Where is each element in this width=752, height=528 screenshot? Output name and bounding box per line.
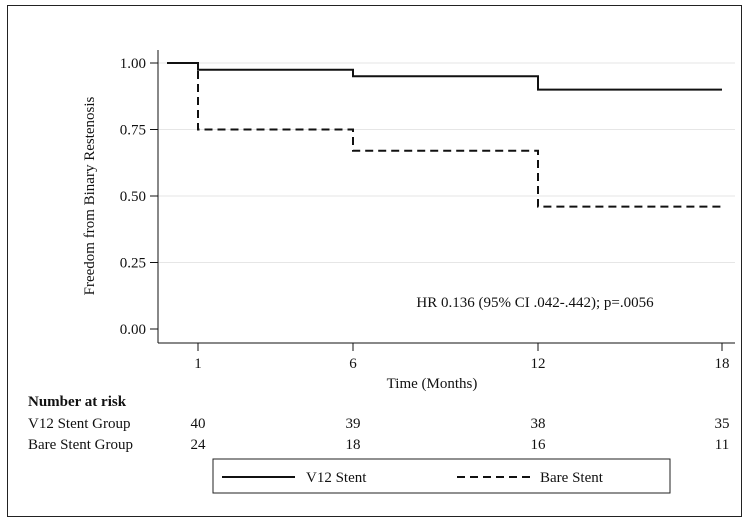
x-tick-label: 6 — [349, 356, 357, 372]
series-line-bare-stent — [167, 62, 722, 208]
x-axis-label: Time (Months) — [387, 376, 478, 392]
y-tick-label: 0.50 — [120, 189, 146, 205]
y-tick-labels: 0.00 0.25 0.50 0.75 1.00 — [120, 56, 146, 338]
risk-value: 18 — [346, 437, 361, 453]
risk-row-label: V12 Stent Group — [28, 416, 131, 432]
survival-curves — [167, 62, 722, 208]
y-tick-label: 0.25 — [120, 256, 146, 272]
risk-value: 11 — [715, 437, 729, 453]
risk-table: Number at risk V12 Stent Group Bare Sten… — [28, 394, 730, 453]
risk-value: 16 — [531, 437, 547, 453]
y-tick-label: 0.75 — [120, 123, 146, 139]
x-tick-label: 1 — [194, 356, 202, 372]
risk-row-label: Bare Stent Group — [28, 437, 133, 453]
y-tick-label: 1.00 — [120, 56, 146, 72]
hazard-ratio-annotation: HR 0.136 (95% CI .042-.442); p=.0056 — [416, 295, 654, 311]
risk-value: 24 — [191, 437, 207, 453]
x-tick-label: 12 — [531, 356, 546, 372]
risk-value: 40 — [191, 416, 206, 432]
risk-value: 38 — [531, 416, 546, 432]
risk-value: 39 — [346, 416, 361, 432]
legend-label-bare: Bare Stent — [540, 470, 604, 486]
y-axis-label: Freedom from Binary Restenosis — [82, 96, 98, 295]
risk-values: 40 39 38 35 24 18 16 11 — [191, 416, 730, 453]
x-tick-label: 18 — [715, 356, 730, 372]
series-line-v12-stent — [167, 62, 722, 91]
risk-table-title: Number at risk — [28, 394, 127, 410]
gridlines — [158, 62, 735, 263]
axes — [150, 50, 735, 351]
legend-label-v12: V12 Stent — [306, 470, 367, 486]
legend: V12 Stent Bare Stent — [212, 458, 671, 494]
y-tick-label: 0.00 — [120, 322, 146, 338]
risk-value: 35 — [715, 416, 730, 432]
x-tick-labels: 1 6 12 18 — [194, 356, 729, 372]
